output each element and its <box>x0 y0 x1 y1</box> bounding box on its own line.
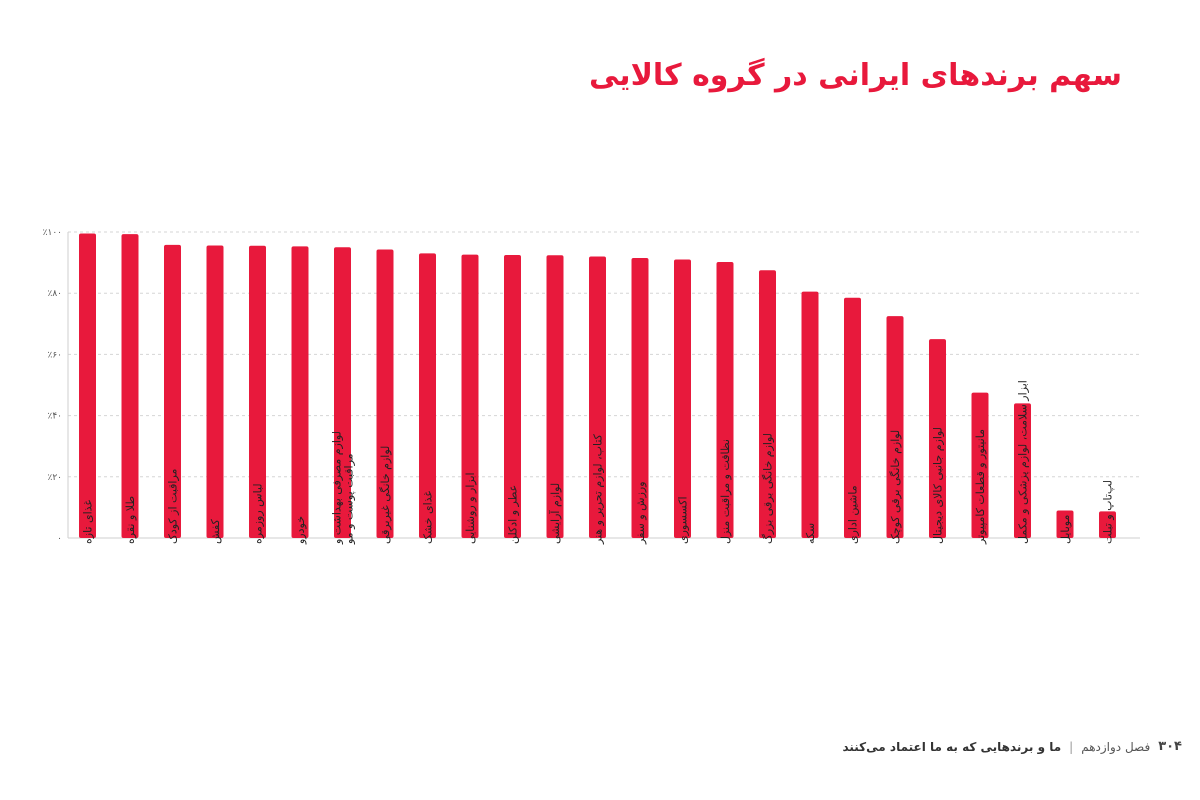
x-tick-label: نظافت و مراقبت منزل <box>719 439 732 544</box>
x-tick-label-line: لوازم خانگی غیربرقی <box>379 446 392 544</box>
x-tick-label: غذای تازه <box>82 500 95 544</box>
x-tick-label: لوازم خانگی غیربرقی <box>379 446 392 544</box>
book-title: ما و برندهایی که به ما اعتماد می‌کنند <box>842 739 1062 754</box>
x-tick-label: اکسسوری <box>677 496 690 544</box>
x-tick-label-line: لوازم خانگی برقی کوچک <box>889 430 902 544</box>
x-tick-label-line: غذای تازه <box>82 500 95 544</box>
x-tick-label-line: ابزار سلامت، لوازم پزشکی و مکمل <box>1017 380 1030 544</box>
x-tick-label: لوازم خانگی برقی بزرگ <box>762 433 775 544</box>
x-tick-label-line: عطر و ادکلن <box>507 485 520 544</box>
x-tick-label-line: موبایل <box>1059 515 1072 544</box>
x-tick-label-line: لوازم آرایشی <box>548 483 562 544</box>
page-number: ۳۰۴ <box>1158 739 1182 754</box>
page-footer: ۳۰۴ فصل دوازدهم | ما و برندهایی که به ما… <box>842 739 1182 754</box>
y-tick-label: ٪۸۰ <box>47 289 62 299</box>
chapter-label: فصل دوازدهم <box>1081 739 1151 754</box>
y-axis-ticks: ۰ ٪۲۰ ٪۴۰ ٪۶۰ ٪۸۰ ٪۱۰۰ <box>43 228 62 544</box>
y-tick-label: ٪۱۰۰ <box>43 228 62 238</box>
bar <box>1056 510 1074 538</box>
bar <box>929 339 946 538</box>
chart-title: سهم برندهای ایرانی در گروه کالایی <box>588 58 1122 93</box>
y-tick-label: ۰ <box>57 534 62 544</box>
x-tick-label-line: لوازم خانگی برقی بزرگ <box>762 433 775 544</box>
x-tick-label-line: کفش <box>209 518 222 544</box>
x-tick-label: لوازم جانبی کالای دیجیتال <box>932 427 945 544</box>
footer-separator: | <box>1069 739 1074 754</box>
x-tick-label: لوازم مصرفی بهداشت و مراقبت پوست و مو <box>331 431 356 545</box>
bar <box>844 297 861 538</box>
bar <box>1099 511 1116 538</box>
bar <box>1014 403 1031 538</box>
x-tick-label: لپ‌تاپ و تبلت <box>1102 480 1115 544</box>
x-tick-label: موبایل <box>1059 515 1072 544</box>
x-tick-label: طلا و نقره <box>124 496 137 544</box>
x-tick-label-line: لباس روزمره <box>252 483 265 544</box>
bar <box>79 233 96 538</box>
bars <box>79 233 1116 539</box>
x-tick-label-line: لوازم جانبی کالای دیجیتال <box>932 427 945 544</box>
y-tick-label: ٪۶۰ <box>47 350 62 360</box>
bar <box>206 245 224 539</box>
x-tick-label: لوازم خانگی برقی کوچک <box>889 430 902 544</box>
x-tick-label-line: لپ‌تاپ و تبلت <box>1102 480 1115 544</box>
bar <box>376 249 394 538</box>
x-tick-label-line: خودرو <box>294 516 307 545</box>
x-tick-label: سکه <box>804 523 817 544</box>
bar <box>971 392 989 538</box>
bar <box>164 244 181 539</box>
bar <box>419 253 436 539</box>
x-axis-labels: غذای تازه طلا و نقره مراقبت از کودک کفش لباس… <box>82 380 1115 545</box>
x-tick-label-line: طلا و نقره <box>124 496 137 544</box>
bar <box>291 246 309 538</box>
x-tick-label: ابزار و روشنایی <box>464 472 477 544</box>
x-tick-label-line: اکسسوری <box>677 496 690 544</box>
x-tick-label: لوازم آرایشی <box>548 483 562 544</box>
x-tick-label-line: مانیتور و قطعات کامپیوتر <box>974 429 987 545</box>
bar <box>886 316 904 538</box>
bar <box>121 234 139 538</box>
x-tick-label: مانیتور و قطعات کامپیوتر <box>974 429 987 545</box>
x-tick-label-line: ورزش و سفر <box>634 481 647 545</box>
x-tick-label-line: نظافت و مراقبت منزل <box>719 439 732 544</box>
x-tick-label: کتاب، لوازم تحریر و هنر <box>592 433 605 545</box>
x-tick-label: ماشین اداری <box>847 485 860 544</box>
bar <box>801 291 819 538</box>
y-tick-label: ٪۲۰ <box>47 473 62 483</box>
x-tick-label: لباس روزمره <box>252 483 265 544</box>
x-tick-label-line: مراقبت پوست و مو <box>343 453 356 545</box>
bar <box>334 247 351 539</box>
x-tick-label: ابزار سلامت، لوازم پزشکی و مکمل <box>1017 380 1030 544</box>
x-tick-label-line: لوازم مصرفی بهداشت و <box>331 431 344 545</box>
x-tick-label-line: کتاب، لوازم تحریر و هنر <box>592 433 605 545</box>
bar <box>674 259 691 538</box>
bar <box>589 256 606 538</box>
x-tick-label-line: مراقبت از کودک <box>167 468 180 544</box>
bar <box>631 258 649 538</box>
y-tick-label: ٪۴۰ <box>47 412 62 422</box>
x-tick-label-line: ماشین اداری <box>847 485 860 544</box>
bar <box>546 255 564 539</box>
x-tick-label-line: ابزار و روشنایی <box>464 472 477 544</box>
bar <box>716 261 734 538</box>
x-tick-label: عطر و ادکلن <box>507 485 520 544</box>
bar <box>249 245 266 538</box>
x-tick-label-line: غذای خشک <box>422 491 435 544</box>
bar <box>759 270 776 538</box>
bar <box>504 254 521 538</box>
x-tick-label: خودرو <box>294 516 307 545</box>
x-tick-label: غذای خشک <box>422 491 435 544</box>
x-tick-label: کفش <box>209 518 222 544</box>
x-tick-label: ورزش و سفر <box>634 481 647 545</box>
x-tick-label-line: سکه <box>804 523 817 544</box>
bar <box>461 254 479 539</box>
x-tick-label: مراقبت از کودک <box>167 468 180 544</box>
